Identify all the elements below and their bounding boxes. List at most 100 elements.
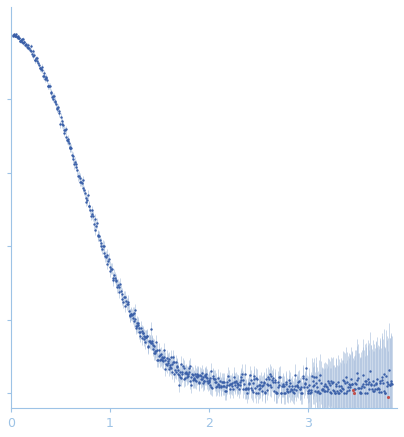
- Point: [385, 381, 391, 388]
- Point: [49, 96, 56, 103]
- Point: [32, 57, 39, 64]
- Point: [154, 357, 160, 364]
- Point: [226, 382, 232, 388]
- Point: [141, 333, 148, 340]
- Point: [365, 380, 371, 387]
- Point: [158, 350, 164, 357]
- Point: [105, 256, 112, 263]
- Point: [54, 105, 61, 112]
- Point: [40, 73, 46, 80]
- Point: [321, 382, 327, 389]
- Point: [362, 381, 369, 388]
- Point: [244, 385, 251, 392]
- Point: [103, 253, 109, 260]
- Point: [389, 381, 396, 388]
- Point: [379, 377, 385, 384]
- Point: [267, 372, 274, 379]
- Point: [360, 372, 366, 379]
- Point: [380, 380, 386, 387]
- Point: [198, 376, 204, 383]
- Point: [337, 382, 344, 389]
- Point: [63, 134, 69, 141]
- Point: [244, 389, 250, 396]
- Point: [233, 378, 239, 385]
- Point: [166, 365, 173, 372]
- Point: [268, 384, 275, 391]
- Point: [172, 367, 178, 374]
- Point: [118, 288, 124, 295]
- Point: [248, 387, 255, 394]
- Point: [27, 46, 33, 53]
- Point: [242, 386, 248, 393]
- Point: [160, 354, 166, 361]
- Point: [213, 383, 219, 390]
- Point: [235, 381, 241, 388]
- Point: [383, 373, 389, 380]
- Point: [145, 343, 151, 350]
- Point: [154, 347, 161, 354]
- Point: [148, 340, 154, 347]
- Point: [97, 243, 104, 250]
- Point: [336, 383, 342, 390]
- Point: [133, 323, 139, 329]
- Point: [375, 384, 381, 391]
- Point: [138, 324, 144, 331]
- Point: [196, 378, 203, 385]
- Point: [270, 375, 277, 382]
- Point: [22, 42, 28, 49]
- Point: [348, 375, 354, 382]
- Point: [256, 382, 263, 389]
- Point: [192, 370, 198, 377]
- Point: [285, 388, 291, 395]
- Point: [119, 290, 126, 297]
- Point: [215, 380, 221, 387]
- Point: [269, 378, 276, 385]
- Point: [297, 385, 303, 392]
- Point: [126, 311, 133, 318]
- Point: [78, 178, 84, 185]
- Point: [85, 202, 92, 209]
- Point: [248, 385, 255, 392]
- Point: [116, 289, 122, 296]
- Point: [48, 89, 55, 96]
- Point: [377, 378, 384, 385]
- Point: [373, 380, 379, 387]
- Point: [149, 341, 156, 348]
- Point: [312, 388, 318, 395]
- Point: [338, 388, 345, 395]
- Point: [113, 278, 120, 285]
- Point: [218, 384, 225, 391]
- Point: [351, 380, 358, 387]
- Point: [194, 370, 200, 377]
- Point: [262, 389, 269, 396]
- Point: [12, 33, 18, 40]
- Point: [76, 174, 83, 181]
- Point: [363, 378, 370, 385]
- Point: [175, 370, 181, 377]
- Point: [81, 187, 87, 194]
- Point: [122, 302, 128, 309]
- Point: [68, 144, 74, 151]
- Point: [131, 317, 137, 324]
- Point: [343, 387, 350, 394]
- Point: [53, 105, 60, 112]
- Point: [260, 382, 266, 388]
- Point: [238, 376, 245, 383]
- Point: [189, 372, 196, 379]
- Point: [24, 44, 30, 51]
- Point: [335, 389, 341, 396]
- Point: [139, 335, 145, 342]
- Point: [332, 382, 339, 389]
- Point: [315, 388, 321, 395]
- Point: [67, 143, 74, 150]
- Point: [137, 332, 143, 339]
- Point: [257, 385, 264, 392]
- Point: [292, 382, 299, 389]
- Point: [150, 346, 156, 353]
- Point: [230, 385, 236, 392]
- Point: [250, 389, 257, 396]
- Point: [291, 389, 297, 396]
- Point: [139, 329, 146, 336]
- Point: [155, 353, 162, 360]
- Point: [96, 232, 102, 239]
